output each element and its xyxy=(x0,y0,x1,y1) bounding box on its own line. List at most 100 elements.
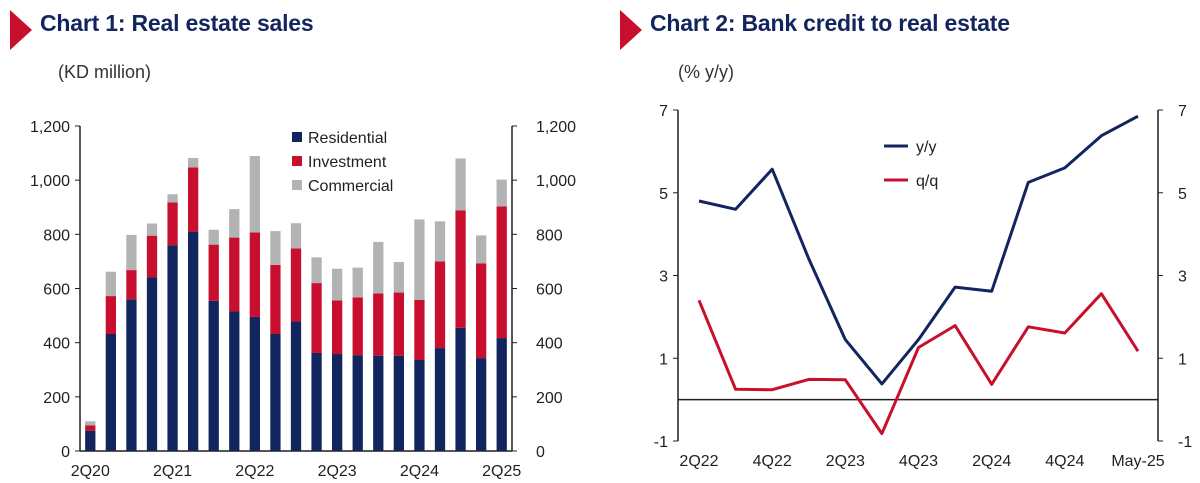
title-marker-icon xyxy=(10,10,32,50)
x-tick-label: 2Q22 xyxy=(679,453,718,470)
bar-residential-3Q23 xyxy=(352,355,363,451)
x-tick-label: 2Q22 xyxy=(235,463,274,480)
y-tick-label-left: 400 xyxy=(43,336,70,353)
bar-residential-3Q24 xyxy=(434,348,446,451)
bar-investment-1Q23 xyxy=(311,283,322,353)
y-tick-label-right: 800 xyxy=(536,227,563,244)
y-tick-label-left: 1,200 xyxy=(30,119,70,136)
bar-commercial-2Q21 xyxy=(167,194,178,203)
bar-investment-2Q24 xyxy=(414,299,425,360)
legend-swatch-investment xyxy=(292,156,302,166)
y-tick-label-right: 5 xyxy=(1178,186,1187,203)
chart-1-plot: 0 0 200 200 400 400 600 600 800 800 1,000 1,000 1,20… xyxy=(30,119,576,480)
bar-residential-2Q20 xyxy=(85,430,96,451)
y-tick-label-right: 1 xyxy=(1178,351,1187,368)
legend-label-commercial: Commercial xyxy=(308,178,393,195)
bar-investment-2Q22 xyxy=(249,232,260,317)
bar-residential-1Q25 xyxy=(476,358,487,451)
bar-residential-4Q20 xyxy=(126,299,137,451)
x-tick-label: May-25 xyxy=(1111,453,1164,470)
bar-investment-4Q24 xyxy=(455,210,466,328)
bar-residential-1Q24 xyxy=(393,355,404,451)
bar-residential-3Q22 xyxy=(270,334,281,451)
y-tick-label-left: 3 xyxy=(659,269,668,286)
y-tick-label-left: 5 xyxy=(659,186,668,203)
x-tick-label: 4Q22 xyxy=(753,453,792,470)
chart-2-plot: -1 -1 1 1 3 3 5 5 7 7 2Q22 4Q22 2Q23 4Q23 2Q24 4Q24 May-… xyxy=(654,103,1193,470)
x-tick-label: 4Q23 xyxy=(899,453,938,470)
x-tick-label: 2Q24 xyxy=(972,453,1011,470)
chart-2-unit-label: (% y/y) xyxy=(678,62,734,82)
y-tick-label-right: 3 xyxy=(1178,269,1187,286)
x-tick-label: 2Q24 xyxy=(400,463,439,480)
chart-2-panel: Chart 2: Bank credit to real estate (% y… xyxy=(610,0,1200,483)
bar-investment-4Q23 xyxy=(373,293,384,356)
x-tick-label: 2Q21 xyxy=(153,463,192,480)
bar-commercial-3Q22 xyxy=(270,231,281,265)
y-tick-label-left: 600 xyxy=(43,282,70,299)
bar-investment-2Q25 xyxy=(496,206,507,339)
bar-investment-4Q21 xyxy=(208,244,219,301)
bar-commercial-2Q25 xyxy=(496,179,507,207)
bar-investment-1Q21 xyxy=(146,235,158,278)
chart-2-title: Chart 2: Bank credit to real estate xyxy=(650,10,1010,36)
bar-commercial-1Q25 xyxy=(476,235,487,264)
bar-commercial-2Q20 xyxy=(85,421,96,426)
bar-residential-4Q24 xyxy=(455,327,466,451)
bar-commercial-3Q21 xyxy=(188,157,199,168)
y-tick-label-right: 200 xyxy=(536,390,563,407)
bar-commercial-3Q20 xyxy=(105,271,116,297)
y-tick-label-right: 1,000 xyxy=(536,173,576,190)
bar-commercial-4Q23 xyxy=(373,241,384,294)
bar-residential-2Q23 xyxy=(332,354,343,451)
y-tick-label-left: 1,000 xyxy=(30,173,70,190)
bar-commercial-3Q24 xyxy=(434,221,446,262)
y-tick-label-left: 1 xyxy=(659,351,668,368)
x-tick-label: 2Q20 xyxy=(71,463,110,480)
y-tick-label-right: 0 xyxy=(536,444,545,461)
bar-commercial-2Q24 xyxy=(414,219,425,300)
bar-commercial-4Q22 xyxy=(290,223,302,249)
chart-1-unit-label: (KD million) xyxy=(58,62,152,82)
bar-investment-1Q25 xyxy=(476,263,487,359)
bar-investment-1Q22 xyxy=(229,237,240,312)
bar-commercial-1Q23 xyxy=(311,257,322,284)
bar-residential-4Q22 xyxy=(290,321,302,451)
bar-residential-2Q22 xyxy=(249,316,260,451)
bar-residential-2Q24 xyxy=(414,360,425,451)
chart-1-title: Chart 1: Real estate sales xyxy=(40,10,314,36)
bar-commercial-1Q21 xyxy=(146,223,158,236)
bar-residential-1Q22 xyxy=(229,311,240,451)
bar-commercial-4Q21 xyxy=(208,229,219,245)
legend-label-residential: Residential xyxy=(308,130,387,147)
bar-residential-2Q21 xyxy=(167,245,178,451)
bar-commercial-3Q23 xyxy=(352,267,363,298)
bar-residential-4Q23 xyxy=(373,355,384,451)
bar-residential-4Q21 xyxy=(208,300,219,451)
bar-commercial-4Q24 xyxy=(455,158,466,211)
bar-commercial-1Q22 xyxy=(229,209,240,238)
legend-swatch-commercial xyxy=(292,180,302,190)
bar-residential-3Q21 xyxy=(188,231,199,451)
bar-commercial-2Q22 xyxy=(249,156,260,233)
y-tick-label-left: 7 xyxy=(659,103,668,120)
x-tick-label: 2Q25 xyxy=(482,463,521,480)
bar-residential-1Q23 xyxy=(311,352,322,451)
x-tick-label: 2Q23 xyxy=(826,453,865,470)
bar-investment-2Q21 xyxy=(167,202,178,246)
series-line-qq xyxy=(697,292,1140,436)
y-tick-label-right: 600 xyxy=(536,282,563,299)
bar-investment-1Q24 xyxy=(393,292,404,356)
y-tick-label-right: 400 xyxy=(536,336,563,353)
x-tick-label: 2Q23 xyxy=(318,463,357,480)
y-tick-label-left: 200 xyxy=(43,390,70,407)
bar-investment-4Q20 xyxy=(126,270,137,300)
y-tick-label-right: 1,200 xyxy=(536,119,576,136)
series-line-yy xyxy=(698,114,1139,386)
legend-swatch-residential xyxy=(292,132,302,142)
bar-commercial-1Q24 xyxy=(393,261,404,293)
x-tick-label: 4Q24 xyxy=(1045,453,1084,470)
bar-residential-3Q20 xyxy=(105,334,116,451)
bar-investment-3Q24 xyxy=(434,261,446,349)
bar-investment-4Q22 xyxy=(290,248,302,322)
